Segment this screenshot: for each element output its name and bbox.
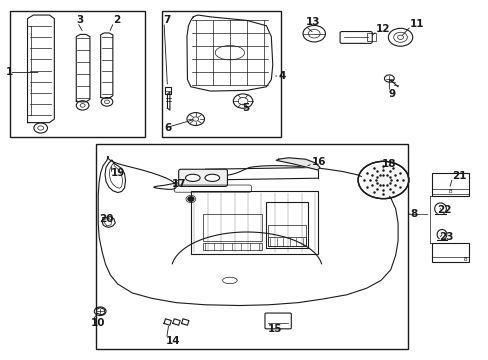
Bar (431, 173, 468, 196)
Text: 7: 7 (163, 15, 170, 26)
Bar (10, 12, 144, 137)
Text: 14: 14 (165, 336, 180, 346)
Text: 18: 18 (381, 159, 396, 169)
Text: 15: 15 (267, 324, 282, 334)
Ellipse shape (185, 174, 200, 181)
Text: 12: 12 (375, 24, 390, 35)
Bar (203, 243, 261, 250)
Text: 3: 3 (76, 15, 83, 26)
Text: 11: 11 (409, 19, 424, 29)
Circle shape (187, 197, 193, 201)
FancyBboxPatch shape (178, 169, 227, 186)
Text: 13: 13 (305, 17, 319, 27)
Text: B: B (447, 189, 451, 194)
Text: 8: 8 (409, 209, 417, 219)
Text: 20: 20 (99, 215, 113, 224)
Bar (267, 225, 305, 246)
Text: 23: 23 (439, 232, 453, 242)
Text: 9: 9 (387, 89, 395, 99)
Text: 16: 16 (311, 157, 325, 167)
Text: 17: 17 (171, 179, 185, 189)
Bar (203, 214, 261, 241)
Text: 4: 4 (278, 71, 285, 81)
Text: 5: 5 (242, 103, 249, 113)
Polygon shape (276, 158, 320, 170)
Bar (266, 202, 307, 248)
Ellipse shape (204, 174, 219, 181)
Bar (161, 12, 281, 137)
Text: 1: 1 (5, 67, 13, 77)
Text: 6: 6 (163, 123, 171, 133)
Text: B: B (462, 257, 466, 262)
Bar (164, 87, 171, 94)
Text: 2: 2 (113, 15, 120, 26)
Text: 19: 19 (110, 168, 124, 178)
Bar (96, 144, 407, 348)
Text: 22: 22 (436, 206, 451, 216)
Bar (267, 237, 305, 246)
Bar (190, 191, 317, 253)
Text: 21: 21 (451, 171, 465, 181)
Bar (431, 243, 468, 262)
Text: 10: 10 (91, 319, 105, 328)
Circle shape (361, 164, 404, 196)
